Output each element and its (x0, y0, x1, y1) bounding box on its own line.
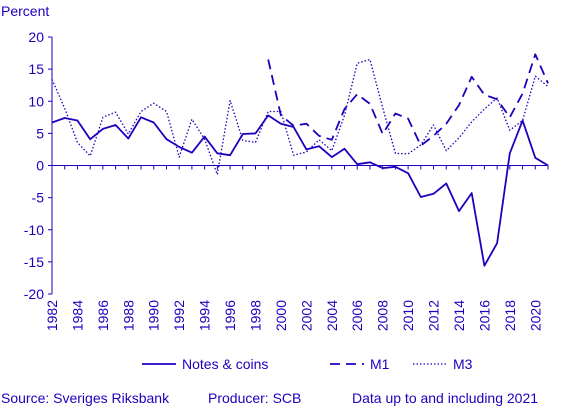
y-tick-label: 10 (28, 93, 44, 109)
footer-producer: Producer: SCB (208, 390, 302, 406)
y-axis-label: Percent (1, 3, 49, 19)
y-tick-label: -10 (24, 222, 44, 238)
y-tick-labels: 20 15 10 5 0 -5 -10 -15 -20 (24, 29, 44, 302)
y-tick-label: 20 (28, 29, 44, 45)
x-tick-label: 2006 (349, 300, 365, 331)
y-tick-label: 5 (36, 125, 44, 141)
x-tick-label: 2000 (273, 300, 289, 331)
x-tick-label: 2004 (324, 300, 340, 331)
x-tick-label: 1998 (247, 300, 263, 331)
x-tick-label: 1988 (120, 300, 136, 331)
x-tick-label: 1992 (171, 300, 187, 331)
x-tick-label: 1996 (222, 300, 238, 331)
x-tick-label: 1990 (146, 300, 162, 331)
series-line-m3 (51, 58, 549, 176)
x-tick-label: 2008 (375, 300, 391, 331)
footer-note: Data up to and including 2021 (352, 390, 539, 406)
x-tick-label: 2018 (502, 300, 518, 331)
legend-label: M3 (453, 356, 473, 372)
x-tick-label: 2020 (527, 300, 543, 331)
x-tick-label: 2016 (476, 300, 492, 331)
x-tick-label: 1984 (69, 300, 85, 331)
x-tick-label: 2012 (426, 300, 442, 331)
y-tick-label: 15 (28, 61, 44, 77)
x-tick-label: 2002 (298, 300, 314, 331)
x-tick-label: 1982 (44, 300, 60, 331)
x-tick-label: 1994 (197, 300, 213, 331)
x-tick-label: 2010 (400, 300, 416, 331)
legend-label: M1 (370, 356, 390, 372)
plot-area (48, 36, 549, 295)
footer-source: Source: Sveriges Riksbank (1, 390, 170, 406)
legend-label: Notes & coins (182, 356, 268, 372)
y-tick-label: -20 (24, 286, 44, 302)
legend: Notes & coins M1 M3 (142, 356, 473, 372)
y-tick-label: -5 (32, 190, 45, 206)
y-tick-label: -15 (24, 254, 44, 270)
x-tick-labels: 1982 1984 1986 1988 1990 1992 1994 1996 1998 2000… (44, 300, 543, 331)
x-tick-label: 1986 (95, 300, 111, 331)
series-line-notes-coins (51, 114, 549, 267)
x-tick-label: 2014 (451, 300, 467, 331)
y-tick-label: 0 (36, 158, 44, 174)
series-line-m1 (267, 53, 549, 147)
